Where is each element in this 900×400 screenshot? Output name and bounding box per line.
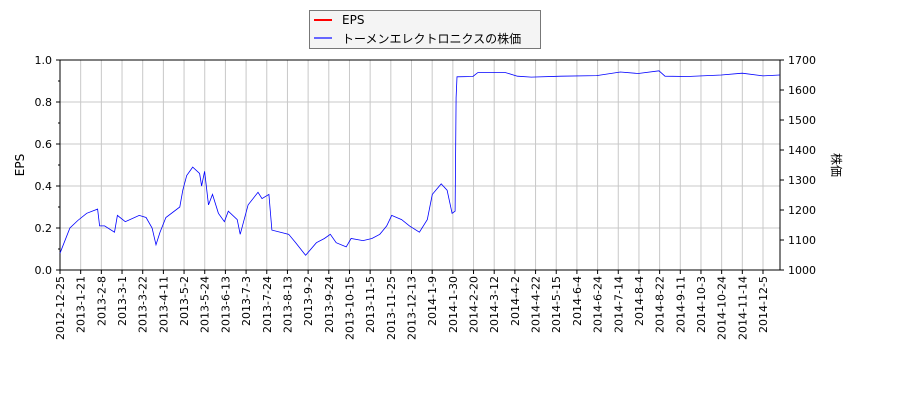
- x-tick-label: 2014-2-20: [468, 276, 481, 333]
- x-tick-label: 2014-11-14: [736, 276, 749, 340]
- y2-tick-label: 1200: [788, 204, 816, 217]
- x-tick-label: 2014-1-9: [426, 276, 439, 326]
- y2-tick-label: 1300: [788, 174, 816, 187]
- x-tick-label: 2014-6-24: [592, 276, 605, 333]
- y2-tick-label: 1400: [788, 144, 816, 157]
- x-tick-label: 2012-12-25: [54, 276, 67, 340]
- x-tick-label: 2014-6-4: [571, 276, 584, 326]
- x-tick-label: 2013-11-25: [385, 276, 398, 340]
- x-tick-label: 2013-6-13: [219, 276, 232, 333]
- y-tick-label: 0.2: [35, 222, 53, 235]
- x-tick-label: 2014-4-2: [509, 276, 522, 326]
- x-tick-label: 2013-4-11: [157, 276, 170, 333]
- x-tick-label: 2014-8-22: [654, 276, 667, 333]
- x-tick-label: 2013-9-2: [302, 276, 315, 326]
- x-tick-label: 2013-8-13: [281, 276, 294, 333]
- legend-item-eps: EPS: [314, 12, 364, 28]
- y2-tick-label: 1700: [788, 54, 816, 67]
- y-tick-label: 0.6: [35, 138, 53, 151]
- x-tick-label: 2013-5-24: [199, 276, 212, 333]
- x-tick-label: 2014-10-24: [716, 276, 729, 340]
- x-tick-label: 2013-7-3: [240, 276, 253, 326]
- y-axis-label: EPS: [13, 154, 27, 176]
- y2-axis-label: 株価: [829, 153, 844, 177]
- x-tick-label: 2013-7-24: [261, 276, 274, 333]
- x-tick-label: 2013-12-13: [406, 276, 419, 340]
- legend-label-eps: EPS: [342, 13, 365, 27]
- x-tick-label: 2013-3-22: [137, 276, 150, 333]
- series-line-1: [59, 70, 780, 256]
- y-tick-label: 0.0: [35, 264, 53, 277]
- x-tick-label: 2013-11-5: [364, 276, 377, 333]
- y2-tick-label: 1600: [788, 84, 816, 97]
- x-tick-label: 2014-4-22: [530, 276, 543, 333]
- legend-swatch-eps: [314, 19, 332, 21]
- legend-item-price: トーメンエレクトロニクスの株価: [314, 30, 521, 46]
- y2-tick-label: 1000: [788, 264, 816, 277]
- x-tick-label: 2014-1-30: [447, 276, 460, 333]
- legend: EPS トーメンエレクトロニクスの株価: [309, 10, 541, 49]
- x-tick-label: 2014-7-14: [612, 276, 625, 333]
- x-tick-label: 2014-9-11: [674, 276, 687, 333]
- y2-tick-label: 1100: [788, 234, 816, 247]
- x-tick-label: 2013-5-2: [178, 276, 191, 326]
- y-tick-label: 1.0: [35, 54, 53, 67]
- x-tick-label: 2013-2-8: [95, 276, 108, 326]
- legend-swatch-price: [314, 37, 332, 39]
- y-tick-label: 0.8: [35, 96, 53, 109]
- x-tick-label: 2014-5-15: [550, 276, 563, 333]
- x-tick-label: 2013-10-15: [343, 276, 356, 340]
- x-tick-label: 2014-3-12: [488, 276, 501, 333]
- x-tick-label: 2013-1-21: [75, 276, 88, 333]
- y-tick-label: 0.4: [35, 180, 53, 193]
- x-tick-label: 2014-12-5: [757, 276, 770, 333]
- x-tick-label: 2013-9-24: [323, 276, 336, 333]
- x-tick-label: 2014-10-3: [695, 276, 708, 333]
- x-tick-label: 2013-3-1: [116, 276, 129, 326]
- x-tick-label: 2014-8-4: [633, 276, 646, 326]
- y2-tick-label: 1500: [788, 114, 816, 127]
- legend-label-price: トーメンエレクトロニクスの株価: [342, 31, 522, 46]
- plot-frame: [59, 59, 781, 271]
